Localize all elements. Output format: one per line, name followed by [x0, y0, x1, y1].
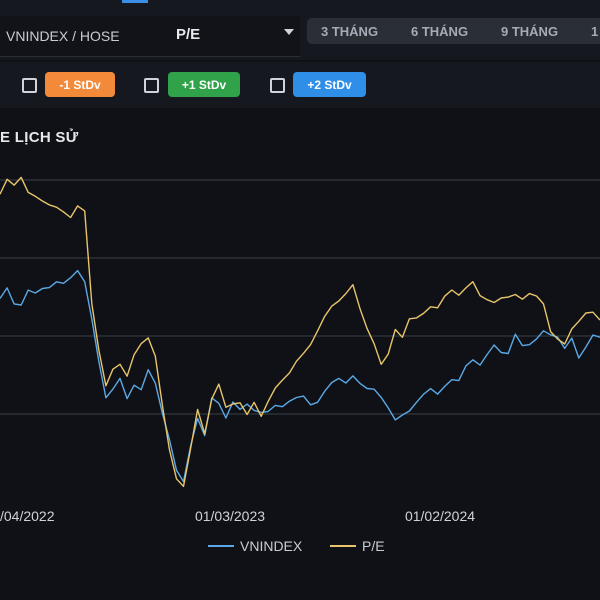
- chart-gridlines: [0, 179, 600, 415]
- chevron-down-icon[interactable]: [284, 29, 294, 35]
- metric-select-value[interactable]: P/E: [176, 26, 201, 43]
- stdev-toggle-row: -1 StDv +1 StDv +2 StDv: [0, 62, 600, 108]
- legend-pe[interactable]: P/E: [330, 538, 385, 554]
- active-tab-indicator: [122, 0, 148, 3]
- chart-panel: [0, 110, 600, 580]
- legend-label-pe: P/E: [362, 538, 385, 554]
- stdev-minus1-checkbox[interactable]: [22, 78, 37, 93]
- legend-label-vnindex: VNINDEX: [240, 538, 303, 554]
- stdev-plus1-checkbox[interactable]: [144, 78, 159, 93]
- pe-history-chart: /04/2022 01/03/2023 01/02/2024: [0, 176, 600, 524]
- legend-vnindex[interactable]: VNINDEX: [208, 538, 302, 554]
- period-tab-9m[interactable]: 9 THÁNG: [501, 24, 559, 39]
- series-line-pe: [0, 176, 600, 488]
- stdev-plus1-badge[interactable]: +1 StDv: [168, 72, 240, 97]
- x-tick-label-0: /04/2022: [0, 508, 55, 524]
- x-tick-label-2: 01/02/2024: [405, 508, 475, 524]
- chart-series: [0, 176, 600, 488]
- period-tab-3m[interactable]: 3 THÁNG: [321, 24, 379, 39]
- chart-title: E LỊCH SỬ: [0, 129, 79, 146]
- period-tab-6m[interactable]: 6 THÁNG: [411, 24, 469, 39]
- x-axis-labels: /04/2022 01/03/2023 01/02/2024: [0, 508, 475, 524]
- stdev-plus2-checkbox[interactable]: [270, 78, 285, 93]
- series-line-vnindex: [0, 269, 600, 483]
- legend-swatch-vnindex: [208, 545, 234, 547]
- period-tab-1y[interactable]: 1: [591, 24, 599, 39]
- market-label: VNINDEX / HOSE: [6, 28, 120, 44]
- stdev-plus2-badge[interactable]: +2 StDv: [293, 72, 366, 97]
- index-metric-selector[interactable]: [0, 16, 300, 57]
- period-tabs: 3 THÁNG 6 THÁNG 9 THÁNG 1: [307, 18, 600, 44]
- x-tick-label-1: 01/03/2023: [195, 508, 265, 524]
- stdev-minus1-badge[interactable]: -1 StDv: [45, 72, 115, 97]
- legend-swatch-pe: [330, 545, 356, 547]
